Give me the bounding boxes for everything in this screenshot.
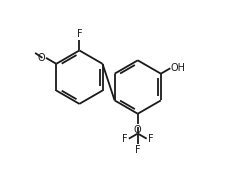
Text: F: F <box>134 145 140 155</box>
Text: F: F <box>147 134 153 144</box>
Text: F: F <box>76 29 82 39</box>
Text: F: F <box>122 134 127 144</box>
Text: O: O <box>133 125 141 135</box>
Text: OH: OH <box>170 63 185 73</box>
Text: O: O <box>37 53 45 63</box>
